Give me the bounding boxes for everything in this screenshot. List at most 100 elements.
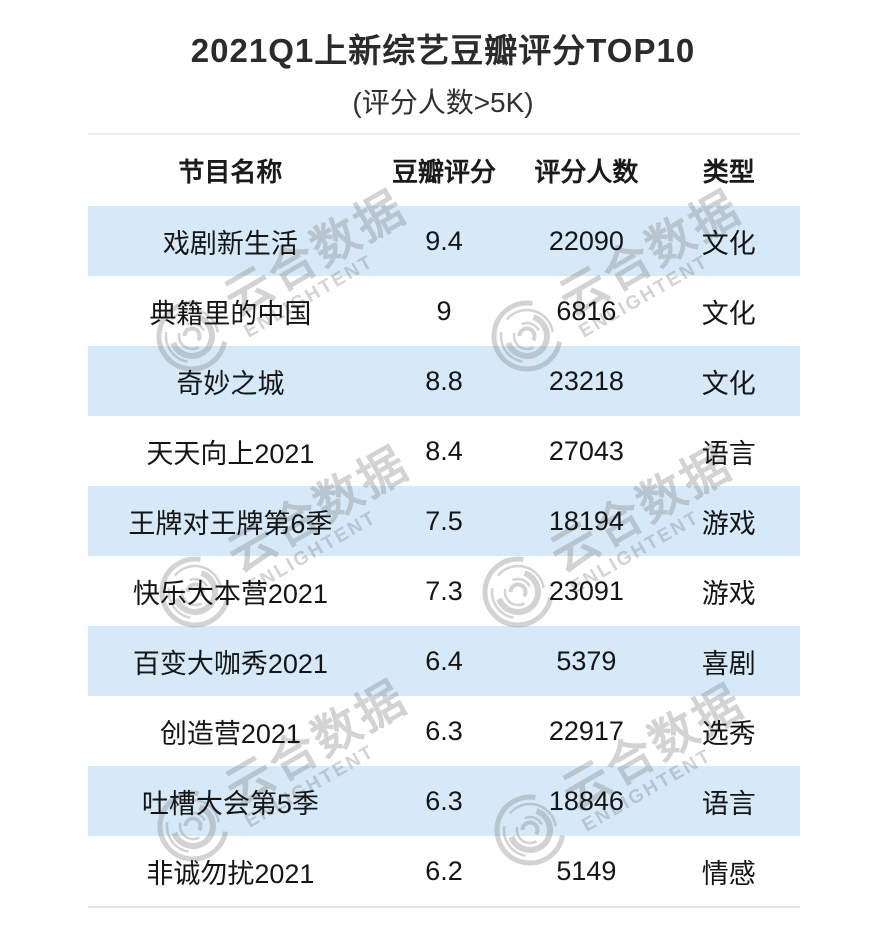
douban-rating: 6.3 <box>425 715 463 746</box>
douban-rating-cell: 7.3 <box>373 556 515 626</box>
show-name: 创造营2021 <box>159 718 301 749</box>
douban-rating-cell: 8.8 <box>373 346 515 416</box>
douban-rating: 9.4 <box>425 225 463 256</box>
column-header-douban-rating: 豆瓣评分 <box>391 157 496 187</box>
rating-count: 23218 <box>548 365 624 396</box>
header-cell-douban-rating: 豆瓣评分 <box>373 135 515 206</box>
douban-rating-cell: 6.4 <box>373 626 515 696</box>
douban-rating: 8.4 <box>425 435 463 466</box>
show-name: 天天向上2021 <box>146 438 315 469</box>
show-name-cell: 王牌对王牌第6季 <box>88 486 373 556</box>
rating-count: 5379 <box>556 645 617 676</box>
show-genre: 游戏 <box>701 578 756 609</box>
rating-count: 22090 <box>548 225 624 256</box>
show-name-cell: 快乐大本营2021 <box>88 556 373 626</box>
show-genre: 选秀 <box>701 718 756 749</box>
rating-count: 18846 <box>548 785 624 816</box>
ratings-table: 节目名称 豆瓣评分 评分人数 类型 戏剧新生活 9.4 22090 文化 典籍里的中国 9… <box>88 133 800 908</box>
show-name-cell: 创造营2021 <box>88 696 373 766</box>
rating-count-cell: 27043 <box>515 416 657 486</box>
rating-count: 27043 <box>548 435 624 466</box>
douban-rating: 9 <box>436 295 452 326</box>
table-row: 快乐大本营2021 7.3 23091 游戏 <box>88 556 800 626</box>
table-row: 非诚勿扰2021 6.2 5149 情感 <box>88 836 800 906</box>
douban-rating: 7.5 <box>425 505 463 536</box>
show-genre-cell: 游戏 <box>658 556 800 626</box>
show-genre: 文化 <box>701 228 756 259</box>
show-name: 典籍里的中国 <box>149 298 312 329</box>
douban-rating-cell: 6.3 <box>373 766 515 836</box>
show-name-cell: 奇妙之城 <box>88 346 373 416</box>
header: 2021Q1上新综艺豆瓣评分TOP10 (评分人数>5K) <box>0 0 886 121</box>
show-genre-cell: 文化 <box>658 206 800 276</box>
rating-count: 5149 <box>556 855 617 886</box>
page-subtitle: (评分人数>5K) <box>352 87 534 118</box>
douban-rating-cell: 6.2 <box>373 836 515 906</box>
douban-rating-cell: 9.4 <box>373 206 515 276</box>
rating-count: 18194 <box>548 505 624 536</box>
show-name-cell: 天天向上2021 <box>88 416 373 486</box>
show-genre-cell: 情感 <box>658 836 800 906</box>
douban-rating: 6.3 <box>425 785 463 816</box>
show-name-cell: 非诚勿扰2021 <box>88 836 373 906</box>
rating-count-cell: 5149 <box>515 836 657 906</box>
table-row: 典籍里的中国 9 6816 文化 <box>88 276 800 346</box>
show-genre-cell: 文化 <box>658 276 800 346</box>
header-cell-genre: 类型 <box>658 135 800 206</box>
show-genre: 语言 <box>701 788 756 819</box>
show-genre: 情感 <box>701 858 756 889</box>
douban-rating-cell: 9 <box>373 276 515 346</box>
table-header-row: 节目名称 豆瓣评分 评分人数 类型 <box>88 135 800 206</box>
show-name: 奇妙之城 <box>176 368 285 399</box>
rating-count-cell: 23091 <box>515 556 657 626</box>
show-genre: 文化 <box>701 298 756 329</box>
rating-count-cell: 22090 <box>515 206 657 276</box>
show-genre-cell: 喜剧 <box>658 626 800 696</box>
rating-count-cell: 5379 <box>515 626 657 696</box>
rating-count: 23091 <box>548 575 624 606</box>
table-row: 奇妙之城 8.8 23218 文化 <box>88 346 800 416</box>
column-header-rating-count: 评分人数 <box>534 157 639 187</box>
douban-rating-cell: 7.5 <box>373 486 515 556</box>
table-row: 吐槽大会第5季 6.3 18846 语言 <box>88 766 800 836</box>
rating-count-cell: 23218 <box>515 346 657 416</box>
table-row: 创造营2021 6.3 22917 选秀 <box>88 696 800 766</box>
douban-rating-cell: 6.3 <box>373 696 515 766</box>
rating-count: 22917 <box>548 715 624 746</box>
show-genre: 游戏 <box>701 508 756 539</box>
show-genre: 语言 <box>701 438 756 469</box>
header-cell-rating-count: 评分人数 <box>515 135 657 206</box>
table-row: 王牌对王牌第6季 7.5 18194 游戏 <box>88 486 800 556</box>
rating-count-cell: 18194 <box>515 486 657 556</box>
show-name: 吐槽大会第5季 <box>141 788 319 819</box>
page-title: 2021Q1上新综艺豆瓣评分TOP10 <box>190 32 696 69</box>
column-header-show-name: 节目名称 <box>178 157 283 187</box>
show-name: 戏剧新生活 <box>162 228 298 259</box>
show-genre-cell: 选秀 <box>658 696 800 766</box>
table-body: 戏剧新生活 9.4 22090 文化 典籍里的中国 9 6816 文化 奇妙之城 8.8 23218… <box>88 206 800 906</box>
douban-rating: 6.2 <box>425 855 463 886</box>
rating-count-cell: 22917 <box>515 696 657 766</box>
show-name-cell: 戏剧新生活 <box>88 206 373 276</box>
show-genre: 文化 <box>701 368 756 399</box>
table-row: 天天向上2021 8.4 27043 语言 <box>88 416 800 486</box>
rating-count: 6816 <box>556 295 617 326</box>
douban-rating: 6.4 <box>425 645 463 676</box>
show-genre-cell: 语言 <box>658 416 800 486</box>
show-name: 王牌对王牌第6季 <box>128 508 333 539</box>
show-name: 百变大咖秀2021 <box>132 648 328 679</box>
rating-count-cell: 6816 <box>515 276 657 346</box>
table-row: 百变大咖秀2021 6.4 5379 喜剧 <box>88 626 800 696</box>
show-name-cell: 百变大咖秀2021 <box>88 626 373 696</box>
show-name: 非诚勿扰2021 <box>146 858 315 889</box>
show-genre-cell: 文化 <box>658 346 800 416</box>
show-name-cell: 吐槽大会第5季 <box>88 766 373 836</box>
douban-rating: 7.3 <box>425 575 463 606</box>
rating-count-cell: 18846 <box>515 766 657 836</box>
header-cell-show-name: 节目名称 <box>88 135 373 206</box>
show-name: 快乐大本营2021 <box>132 578 328 609</box>
table-row: 戏剧新生活 9.4 22090 文化 <box>88 206 800 276</box>
column-header-genre: 类型 <box>702 157 755 187</box>
show-genre-cell: 语言 <box>658 766 800 836</box>
